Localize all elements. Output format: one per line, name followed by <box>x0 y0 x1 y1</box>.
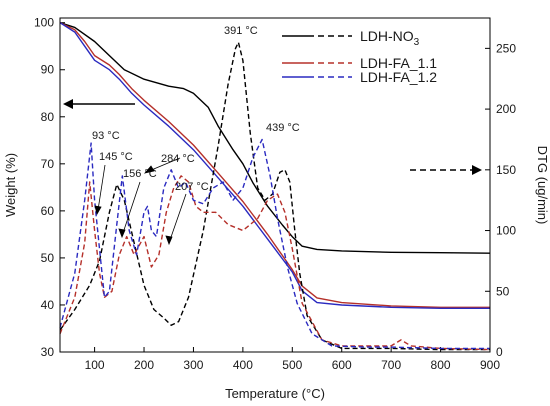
series-ldh-fa-1-2 <box>59 22 490 309</box>
y-right-axis-title: DTG (ug/min) <box>535 146 550 225</box>
y-left-tick-label: 50 <box>41 251 55 265</box>
y-left-tick-label: 80 <box>41 110 55 124</box>
y-right-tick-label: 150 <box>496 163 516 177</box>
dtg-axis-arrow <box>410 165 482 175</box>
x-tick-label: 100 <box>85 358 105 372</box>
annotation-391: 391 °C <box>224 25 258 37</box>
series-layer <box>59 22 491 351</box>
y-right-tick-label: 100 <box>496 224 516 238</box>
x-tick-label: 700 <box>381 358 401 372</box>
x-tick-label: 900 <box>480 358 500 372</box>
legend-label-ldh-fa-1-2: LDH-FA_1.2 <box>360 69 437 85</box>
legend-label-ldh-fa-1-1: LDH-FA_1.1 <box>360 55 437 71</box>
weight-axis-arrow <box>63 99 135 109</box>
legend-subscript-3: 3 <box>414 37 420 48</box>
svg-text:LDH-NO3: LDH-NO3 <box>360 28 420 48</box>
series-ldh-fa-1-2-dtg <box>59 138 490 350</box>
tick-labels: 100 200 300 400 500 600 700 800 9003040506070809… <box>34 16 516 372</box>
x-tick-label: 600 <box>332 358 352 372</box>
series-ldh-fa-1-1 <box>59 22 490 308</box>
x-tick-label: 800 <box>431 358 451 372</box>
y-left-tick-label: 70 <box>41 157 55 171</box>
legend-item-ldh-no3: LDH-NO3 <box>282 28 420 48</box>
plot-frame <box>59 17 491 353</box>
series-ldh-no3 <box>59 22 491 254</box>
y-left-axis-title: Weight (%) <box>3 153 18 217</box>
y-right-tick-label: 50 <box>496 284 510 298</box>
annotation-439: 439 °C <box>266 122 300 134</box>
legend-label-ldh-no3: LDH-NO <box>360 28 414 44</box>
annotation-145: 145 °C <box>99 151 133 163</box>
y-left-tick-label: 60 <box>41 204 55 218</box>
legend: LDH-NO3 LDH-FA_1.1 LDH-FA_1.2 <box>282 28 437 85</box>
y-left-tick-label: 30 <box>41 345 55 359</box>
x-tick-label: 500 <box>282 358 302 372</box>
y-right-tick-label: 200 <box>496 102 516 116</box>
annotation-93: 93 °C <box>92 130 120 142</box>
legend-item-ldh-fa-1-2: LDH-FA_1.2 <box>282 69 437 85</box>
legend-item-ldh-fa-1-1: LDH-FA_1.1 <box>282 55 437 71</box>
y-left-tick-label: 40 <box>41 298 55 312</box>
annotation-arrows <box>94 157 187 246</box>
x-tick-label: 200 <box>134 358 154 372</box>
x-tick-label: 400 <box>233 358 253 372</box>
y-left-tick-label: 90 <box>41 63 55 77</box>
x-axis-title: Temperature (°C) <box>225 386 325 401</box>
y-right-tick-label: 0 <box>496 345 503 359</box>
y-left-tick-label: 100 <box>34 16 54 30</box>
x-tick-label: 300 <box>183 358 203 372</box>
annotation-207: 207 °C <box>175 181 209 193</box>
y-right-tick-label: 250 <box>496 41 516 55</box>
series-ldh-no3-dtg <box>59 41 490 351</box>
